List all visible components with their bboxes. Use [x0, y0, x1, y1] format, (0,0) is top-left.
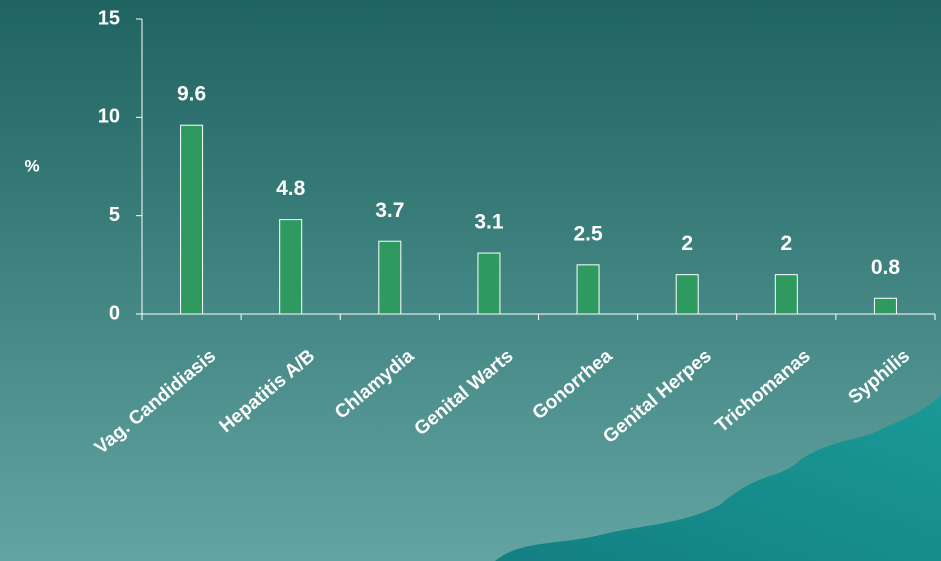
y-axis-label: %	[24, 156, 39, 175]
bar	[181, 125, 203, 314]
bar	[874, 298, 896, 314]
y-tick-label: 0	[109, 302, 120, 324]
y-tick-label: 10	[98, 106, 120, 128]
bar	[379, 241, 401, 314]
value-label: 3.1	[474, 211, 504, 234]
page: % 0510159.6Vag. Candidiasis4.8Hepatitis …	[0, 0, 941, 561]
y-tick-label: 15	[98, 7, 120, 29]
bar	[676, 275, 698, 314]
value-label: 0.8	[871, 256, 901, 279]
value-label: 9.6	[177, 83, 206, 106]
y-tick-label: 5	[109, 204, 120, 226]
bar	[478, 253, 500, 314]
value-label: 2	[681, 232, 693, 255]
bar	[775, 275, 797, 314]
value-label: 2.5	[573, 222, 603, 245]
value-label: 2	[780, 232, 792, 255]
bar	[577, 265, 599, 314]
bar	[280, 220, 302, 314]
chart: % 0510159.6Vag. Candidiasis4.8Hepatitis …	[0, 0, 941, 561]
value-label: 3.7	[375, 199, 404, 222]
value-label: 4.8	[276, 177, 306, 200]
